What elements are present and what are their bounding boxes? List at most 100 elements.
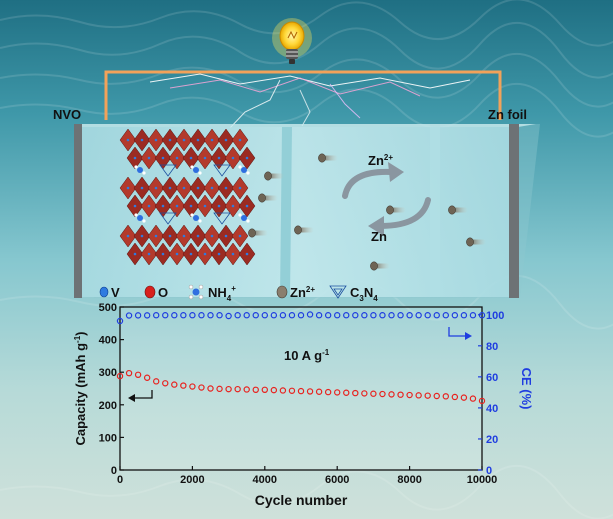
capacity-point (198, 384, 205, 391)
v-atom (203, 204, 207, 208)
v-atom (238, 186, 242, 190)
ion-trail (262, 195, 278, 201)
electrode-left-label: NVO (53, 107, 81, 122)
interlayer (134, 212, 250, 225)
ce-point (171, 312, 178, 319)
ce-point (352, 312, 359, 319)
legend-c3n4-marker (329, 285, 347, 299)
v-atom (133, 156, 137, 160)
capacity-point (243, 386, 250, 393)
arrow-head-bottom (368, 216, 384, 236)
capacity-point (297, 387, 305, 395)
legend-zn-label: Zn2+ (290, 285, 315, 300)
v-atom (133, 204, 137, 208)
capacity-point (424, 392, 431, 399)
arrow-head-top (388, 162, 404, 182)
capacity-point (207, 385, 214, 392)
v-atom (161, 156, 165, 160)
y-right-tick-label: 0 (486, 465, 492, 477)
ce-point (216, 312, 223, 319)
x-tick-label: 8000 (397, 474, 421, 486)
nh4-ion (137, 167, 143, 173)
cycling-chart: 0 2000 4000 6000 8000 10000 0100200300400500 … (73, 302, 534, 508)
ce-point (279, 312, 287, 319)
capacity-point (306, 388, 314, 395)
y-left-tick-label: 300 (99, 367, 117, 379)
external-wire (104, 70, 502, 120)
zn-metal-label: Zn (371, 229, 387, 244)
capacity-point (252, 386, 259, 394)
capacity-point (334, 389, 341, 396)
x-tick-label: 6000 (325, 474, 349, 486)
v-atom (231, 252, 235, 256)
zn-ions (248, 153, 486, 271)
v-atom (210, 186, 214, 190)
y-right-axis-title: CE (%) (519, 368, 534, 410)
ce-point (460, 312, 468, 319)
h-atom (134, 213, 138, 217)
capacity-point (116, 372, 124, 380)
ion-trail (374, 263, 390, 269)
ce-point (306, 311, 314, 318)
ce-point (125, 312, 133, 319)
zn-ion (318, 153, 326, 163)
capacity-arrow-head (128, 394, 135, 402)
x-tick-label: 2000 (180, 474, 204, 486)
legend-o-label: O (158, 285, 168, 300)
y-right-tick-label: 20 (486, 434, 498, 446)
ce-point (397, 312, 404, 319)
v-atom (161, 204, 165, 208)
zn-ion (248, 228, 256, 238)
nh4-ion (193, 215, 199, 221)
capacity-series (116, 369, 486, 405)
capacity-point (324, 388, 332, 396)
v-atom (147, 156, 151, 160)
v-atom (175, 204, 179, 208)
legend-v-marker (99, 286, 109, 298)
y-left-tick-label: 500 (99, 302, 117, 314)
ce-point (234, 312, 241, 319)
h-atom (238, 213, 242, 217)
battery-cell (74, 124, 540, 298)
ce-point (361, 312, 368, 319)
capacity-point (442, 393, 449, 400)
legend-c3n4-label: C3N4 (350, 285, 378, 303)
c3n4-sheet (159, 164, 177, 177)
v-atom (168, 138, 172, 142)
ce-point (288, 312, 296, 319)
ce-arrow-head (465, 332, 472, 340)
ce-point (324, 312, 332, 319)
y-left-tick-label: 100 (99, 432, 117, 444)
x-tick-label: 10000 (467, 474, 498, 486)
ion-trail (390, 207, 406, 213)
c3n4-sheet (213, 164, 231, 177)
nh4-ion (137, 215, 143, 221)
legend-nh4-marker (188, 284, 204, 300)
ce-point (451, 312, 459, 319)
v-atom (217, 252, 221, 256)
capacity-point (216, 385, 223, 393)
c3n4-sheet (213, 212, 231, 225)
v-atom (154, 186, 158, 190)
capacity-point (134, 371, 142, 379)
v-atom (133, 252, 137, 256)
legend: V O NH4+ Zn2+ C3N4 (99, 284, 378, 303)
capacity-point (189, 383, 196, 390)
v-atom (154, 234, 158, 238)
capacity-point (225, 385, 232, 393)
vo-layer (119, 128, 256, 170)
v-atom (126, 234, 130, 238)
capacity-point (152, 378, 160, 385)
ce-point (152, 312, 160, 319)
legend-nh4-label: NH4+ (208, 284, 236, 303)
capacity-point (234, 385, 241, 393)
h-atom (198, 219, 202, 223)
legend-zn-marker (276, 285, 288, 299)
v-atom (224, 186, 228, 190)
zn-ion (466, 237, 474, 247)
zn-ion-label: Zn2+ (368, 153, 393, 168)
h-atom (142, 171, 146, 175)
capacity-point (180, 382, 187, 389)
capacity-point (361, 390, 368, 397)
ce-series (116, 311, 486, 325)
